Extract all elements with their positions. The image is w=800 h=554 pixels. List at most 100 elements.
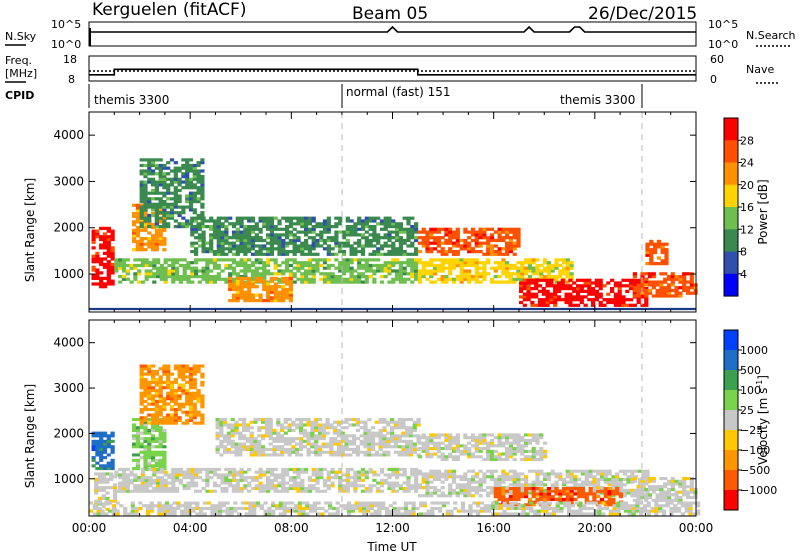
power-cell [243,263,248,268]
power-cell [266,290,271,294]
power-cell [143,214,148,218]
velocity-cell [223,423,228,427]
velocity-cell [268,447,273,451]
power-cell [360,233,366,237]
power-cell [410,216,415,220]
velocity-cell [333,453,338,457]
power-cell [326,275,331,279]
velocity-cell [527,438,532,442]
velocity-cell [573,497,578,501]
power-cell [266,233,271,237]
power-cell [154,166,159,170]
power-cell [239,275,244,279]
power-cell [522,295,527,299]
power-cell [159,263,164,268]
velocity-cell [360,484,366,488]
velocity-cell [269,467,274,471]
power-cell [273,266,278,270]
velocity-cell [154,418,159,422]
velocity-cell [374,434,379,438]
power-cell [451,261,457,265]
power-cell [121,263,127,268]
power-cell [277,293,282,297]
power-cell [304,219,309,223]
power-cell [258,272,263,276]
power-cell [151,242,156,246]
power-cell [376,250,381,254]
power-cell [266,280,271,284]
velocity-cell [501,489,506,493]
velocity-cell [280,434,285,438]
velocity-cell [611,492,616,496]
velocity-cell [353,489,358,493]
velocity-cell [129,478,134,482]
velocity-cell [144,481,149,485]
power-cell [190,241,195,245]
power-cell [228,247,233,251]
power-cell [190,261,195,265]
power-cell [177,211,182,215]
velocity-cell [216,484,221,488]
power-cell [139,239,144,243]
velocity-cell [125,487,130,491]
velocity-cell [186,484,191,488]
velocity-cell [238,442,243,446]
velocity-cell [129,481,134,485]
velocity-cell [129,473,134,477]
power-cell [478,266,483,270]
velocity-cell [474,488,479,492]
velocity-cell [169,421,175,425]
velocity-cell [139,391,144,395]
velocity-cell [106,467,111,471]
velocity-cell [114,473,119,477]
velocity-cell [386,439,391,443]
power-cell [151,169,156,173]
velocity-cell [135,464,140,468]
power-cell [156,269,161,273]
power-cell [319,225,324,229]
power-cell [273,247,278,251]
velocity-cell [125,484,130,488]
power-cell [497,263,502,268]
velocity-cell [158,375,163,379]
power-cell [262,219,267,223]
velocity-cell [550,486,555,490]
velocity-cell [230,428,235,432]
power-cell [368,266,373,270]
power-cell [470,238,476,243]
power-cell [247,250,252,254]
power-cell [311,219,316,223]
velocity-cell [178,467,183,471]
velocity-cell [162,458,167,462]
velocity-cell [169,394,175,398]
power-cell [357,263,362,268]
power-cell [387,244,392,248]
velocity-cell [588,489,593,493]
power-cell [549,284,554,288]
power-cell [372,230,377,234]
velocity-cell [429,455,434,459]
power-cell [508,266,513,270]
velocity-cell [493,489,498,493]
power-cell [526,292,531,296]
velocity-cell [196,421,201,425]
velocity-cell [666,498,672,502]
velocity-cell [110,447,115,451]
power-cell [436,238,441,243]
velocity-cell [326,478,331,482]
power-cell [364,269,369,273]
power-cell [459,258,464,262]
power-cell [243,285,248,289]
power-cell [489,233,495,237]
power-cell [143,242,148,246]
velocity-cell [611,475,616,479]
power-cell [228,287,233,292]
power-cell [575,289,581,293]
power-cell [526,278,531,282]
power-cell [501,247,506,251]
velocity-cell [192,380,197,384]
power-cell [224,233,229,237]
power-cell [216,247,221,251]
power-cell [190,227,195,231]
power-cell [209,241,214,245]
